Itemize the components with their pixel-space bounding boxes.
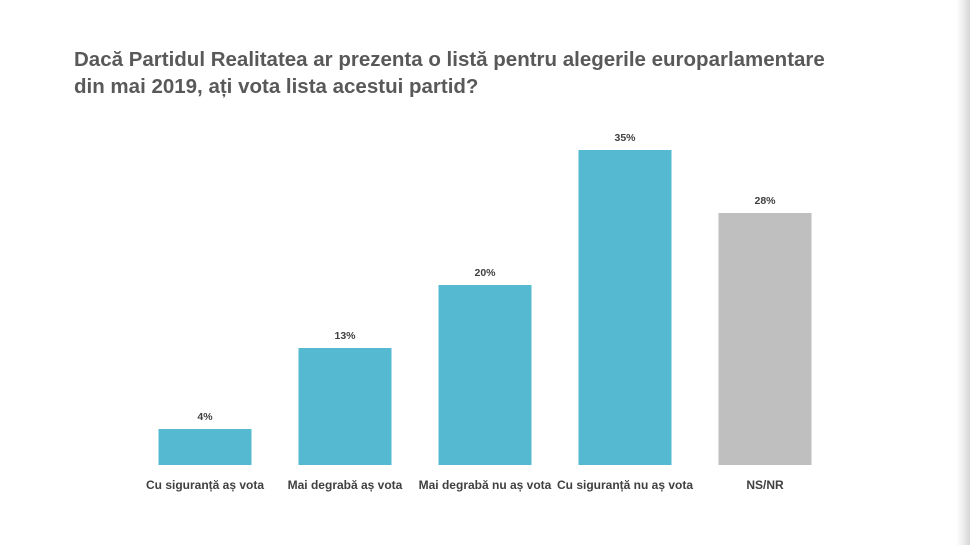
bar-2 [298, 348, 392, 465]
data-label-4: 35% [614, 132, 636, 144]
page-edge-shadow [956, 0, 970, 545]
category-label-1: Cu siguranță aș vota [146, 478, 264, 492]
data-label-3: 20% [474, 267, 496, 279]
data-label-5: 28% [754, 195, 776, 207]
bar-3 [438, 285, 532, 465]
data-label-2: 13% [334, 330, 356, 342]
category-label-3: Mai degrabă nu aș vota [419, 478, 552, 492]
data-label-1: 4% [197, 411, 213, 423]
bar-4 [578, 150, 672, 465]
bar-5 [718, 213, 812, 465]
bar-1 [158, 429, 252, 465]
chart-title: Dacă Partidul Realitatea ar prezenta o l… [74, 48, 825, 98]
category-label-2: Mai degrabă aș vota [288, 478, 403, 492]
category-label-4: Cu siguranță nu aș vota [557, 478, 693, 492]
category-label-5: NS/NR [746, 478, 784, 492]
